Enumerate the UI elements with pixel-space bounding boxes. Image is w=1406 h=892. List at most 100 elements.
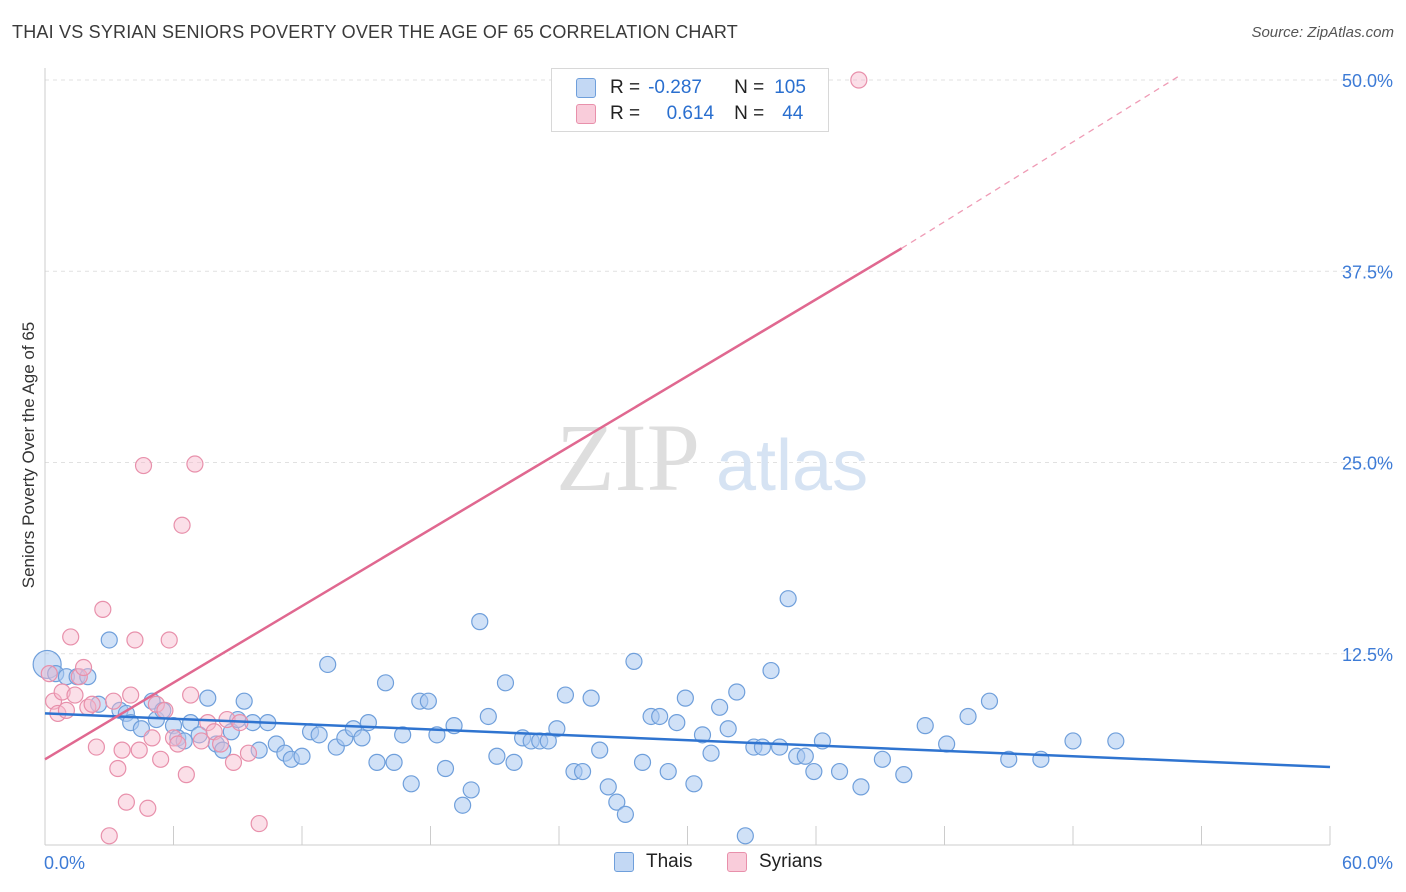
syrians-point: [143, 729, 161, 747]
syrians-point: [212, 735, 230, 753]
syrians-point: [182, 686, 200, 704]
syrians-point: [113, 741, 131, 759]
r-label: R =: [610, 103, 641, 124]
thais-point: [895, 766, 913, 784]
thais-point: [659, 762, 677, 781]
syrians-point: [850, 71, 868, 89]
syrians-swatch: [576, 104, 596, 124]
syrians-point: [87, 738, 106, 756]
thais-point: [702, 744, 720, 762]
thais-point: [419, 692, 437, 710]
thais-point: [762, 661, 780, 680]
thais-point: [488, 747, 506, 765]
syrians-point: [192, 732, 210, 750]
axes: [44, 68, 1331, 846]
syrians-point: [117, 793, 135, 811]
thais-points: [32, 590, 1125, 845]
thais-point: [591, 741, 609, 759]
syrians-points: [40, 71, 868, 845]
thais-point: [235, 692, 253, 710]
thais-point: [385, 753, 403, 771]
thais-point: [548, 720, 566, 738]
thais-trend-line: [44, 712, 1331, 769]
trend-lines: [44, 74, 1331, 769]
syrians-point: [186, 455, 204, 473]
r-label: R =: [610, 77, 641, 98]
legend-item-syrians[interactable]: Syrians: [727, 851, 822, 873]
syrians-point: [134, 456, 153, 475]
thais-point: [454, 796, 472, 814]
legend-label-thais: Thais: [646, 851, 693, 872]
chart-title: THAI VS SYRIAN SENIORS POVERTY OVER THE …: [12, 22, 738, 42]
thais-point: [711, 698, 729, 716]
thais-point: [959, 707, 977, 726]
thais-point: [608, 793, 626, 811]
n-label: N =: [734, 77, 765, 98]
thais-point: [779, 590, 797, 608]
thais-point: [599, 778, 617, 796]
syrians-point: [122, 686, 140, 704]
legend-label-syrians: Syrians: [759, 851, 823, 872]
syrians-point: [40, 665, 58, 683]
thais-point: [394, 726, 412, 744]
syrians-point: [70, 668, 88, 686]
syrians-point: [177, 766, 195, 784]
watermark-zip: ZIP: [556, 404, 700, 511]
thais-point: [753, 738, 772, 756]
thais-point: [805, 762, 823, 781]
y-axis-label: Seniors Poverty Over the Age of 65: [19, 322, 38, 588]
watermark-atlas: atlas: [716, 426, 868, 506]
syrians-point: [126, 631, 144, 649]
thais-point: [310, 726, 328, 744]
thais-point: [462, 781, 480, 799]
thais-point: [633, 753, 652, 771]
syrians-point: [147, 695, 165, 713]
thais-point: [625, 652, 643, 671]
thais-point: [100, 631, 118, 649]
legend-row-syrians: R = 0.614 N = 44: [576, 102, 803, 126]
syrians-point: [66, 686, 84, 704]
syrians-point: [173, 516, 191, 534]
thais-point: [199, 689, 217, 707]
thais-point: [728, 683, 746, 701]
syrians-point: [169, 735, 187, 753]
thais-point: [616, 805, 634, 824]
thais-point: [376, 674, 395, 692]
syrians-point: [104, 692, 123, 710]
y-tick-label: 25.0%: [1342, 454, 1393, 474]
thais-swatch: [614, 852, 634, 872]
syrians-point: [250, 814, 268, 833]
thais-point: [693, 726, 712, 744]
thais-point: [368, 753, 386, 771]
syrians-point: [139, 799, 157, 817]
thais-point: [250, 741, 268, 759]
thais-point: [770, 738, 789, 756]
thais-point: [796, 747, 814, 765]
syrians-point: [156, 701, 174, 719]
y-tick-label: 50.0%: [1342, 71, 1393, 91]
thais-point: [980, 692, 999, 710]
syrians-point: [160, 631, 178, 649]
thais-point: [916, 717, 934, 735]
grid-lines: [45, 79, 1390, 655]
thais-point: [719, 720, 737, 738]
legend-item-thais[interactable]: Thais: [614, 851, 692, 873]
r-value: 0.614: [666, 103, 715, 124]
r-value: -0.287: [648, 77, 702, 98]
thais-point: [685, 775, 703, 793]
thais-point: [873, 750, 891, 768]
syrians-trend-line: [44, 247, 903, 761]
thais-point: [668, 713, 686, 732]
x-tick-label: 0.0%: [44, 853, 85, 873]
syrians-point: [224, 753, 243, 771]
syrians-point: [152, 750, 170, 768]
y-tick-label: 12.5%: [1342, 645, 1393, 665]
thais-point: [436, 759, 455, 778]
thais-point: [1000, 750, 1018, 768]
syrians-point: [83, 695, 101, 713]
thais-point: [852, 778, 870, 796]
syrians-point: [100, 827, 118, 845]
syrians-point: [57, 701, 76, 719]
thais-point: [505, 753, 523, 771]
